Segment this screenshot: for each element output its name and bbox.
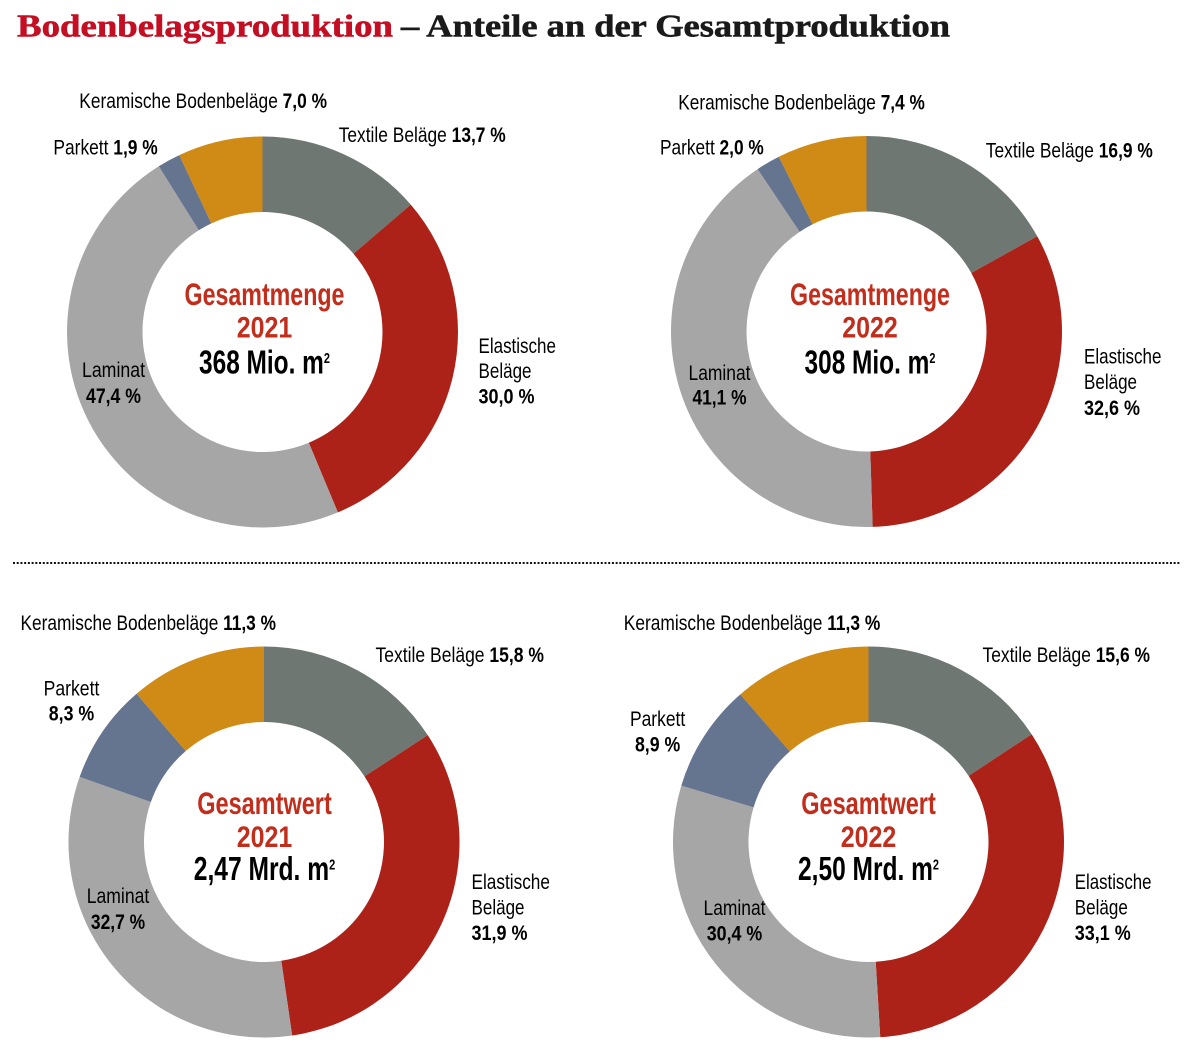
svg-text:Keramische Bodenbeläge 7,0 %: Keramische Bodenbeläge 7,0 % xyxy=(79,90,327,113)
svg-text:Beläge: Beläge xyxy=(1075,897,1128,920)
svg-text:Elastische: Elastische xyxy=(479,335,556,358)
svg-text:2021: 2021 xyxy=(237,310,292,344)
svg-text:8,9 %: 8,9 % xyxy=(635,733,680,757)
svg-text:Keramische Bodenbeläge 11,3 %: Keramische Bodenbeläge 11,3 % xyxy=(624,613,880,636)
svg-text:Textile Beläge 15,8 %: Textile Beläge 15,8 % xyxy=(376,644,544,668)
svg-text:Bodenbelagsproduktion: Bodenbelagsproduktion xyxy=(17,9,394,44)
svg-text:Beläge: Beläge xyxy=(479,360,532,383)
svg-text:47,4 %: 47,4 % xyxy=(86,385,141,409)
svg-text:Gesamtmenge: Gesamtmenge xyxy=(790,277,950,312)
svg-text:33,1 %: 33,1 % xyxy=(1075,922,1131,946)
svg-text:Parkett 1,9 %: Parkett 1,9 % xyxy=(53,137,157,160)
svg-text:Beläge: Beläge xyxy=(472,897,525,920)
svg-text:Gesamtwert: Gesamtwert xyxy=(801,786,936,821)
svg-text:30,0 %: 30,0 % xyxy=(479,385,535,409)
svg-text:Beläge: Beläge xyxy=(1084,371,1137,394)
svg-text:41,1 %: 41,1 % xyxy=(693,387,747,410)
svg-text:2022: 2022 xyxy=(841,820,896,854)
svg-text:Keramische Bodenbeläge 7,4 %: Keramische Bodenbeläge 7,4 % xyxy=(678,92,925,115)
svg-text:2021: 2021 xyxy=(237,820,292,854)
svg-text:2,47 Mrd. m2: 2,47 Mrd. m2 xyxy=(194,850,335,888)
svg-text:Gesamtwert: Gesamtwert xyxy=(197,786,332,821)
svg-text:2022: 2022 xyxy=(842,310,897,344)
svg-text:Parkett 2,0 %: Parkett 2,0 % xyxy=(660,137,764,160)
svg-text:Elastische: Elastische xyxy=(1084,346,1161,369)
svg-text:Laminat: Laminat xyxy=(87,884,150,908)
svg-text:368 Mio. m2: 368 Mio. m2 xyxy=(199,344,330,382)
svg-text:Parkett: Parkett xyxy=(44,677,100,701)
svg-text:Elastische: Elastische xyxy=(1075,871,1152,894)
svg-text:Textile Beläge 15,6 %: Textile Beläge 15,6 % xyxy=(983,645,1150,668)
svg-text:Elastische: Elastische xyxy=(472,872,550,895)
svg-text:2,50 Mrd. m2: 2,50 Mrd. m2 xyxy=(798,850,939,888)
svg-text:32,7 %: 32,7 % xyxy=(91,912,145,935)
svg-text:32,6 %: 32,6 % xyxy=(1084,397,1140,421)
svg-text:308 Mio. m2: 308 Mio. m2 xyxy=(805,344,936,382)
svg-text:Laminat: Laminat xyxy=(689,362,752,385)
svg-text:31,9 %: 31,9 % xyxy=(472,922,528,946)
svg-text:8,3 %: 8,3 % xyxy=(49,702,94,726)
svg-text:Parkett: Parkett xyxy=(630,709,686,732)
svg-text:Gesamtmenge: Gesamtmenge xyxy=(185,277,345,312)
svg-text:– Anteile an der Gesamtprodukt: – Anteile an der Gesamtproduktion xyxy=(400,9,951,44)
svg-text:Laminat: Laminat xyxy=(82,359,146,383)
svg-text:30,4 %: 30,4 % xyxy=(707,922,763,946)
svg-text:Textile Beläge 16,9 %: Textile Beläge 16,9 % xyxy=(986,140,1153,163)
svg-text:Laminat: Laminat xyxy=(704,898,767,921)
svg-text:Textile Beläge 13,7 %: Textile Beläge 13,7 % xyxy=(339,125,506,148)
svg-text:Keramische Bodenbeläge 11,3 %: Keramische Bodenbeläge 11,3 % xyxy=(21,613,276,636)
